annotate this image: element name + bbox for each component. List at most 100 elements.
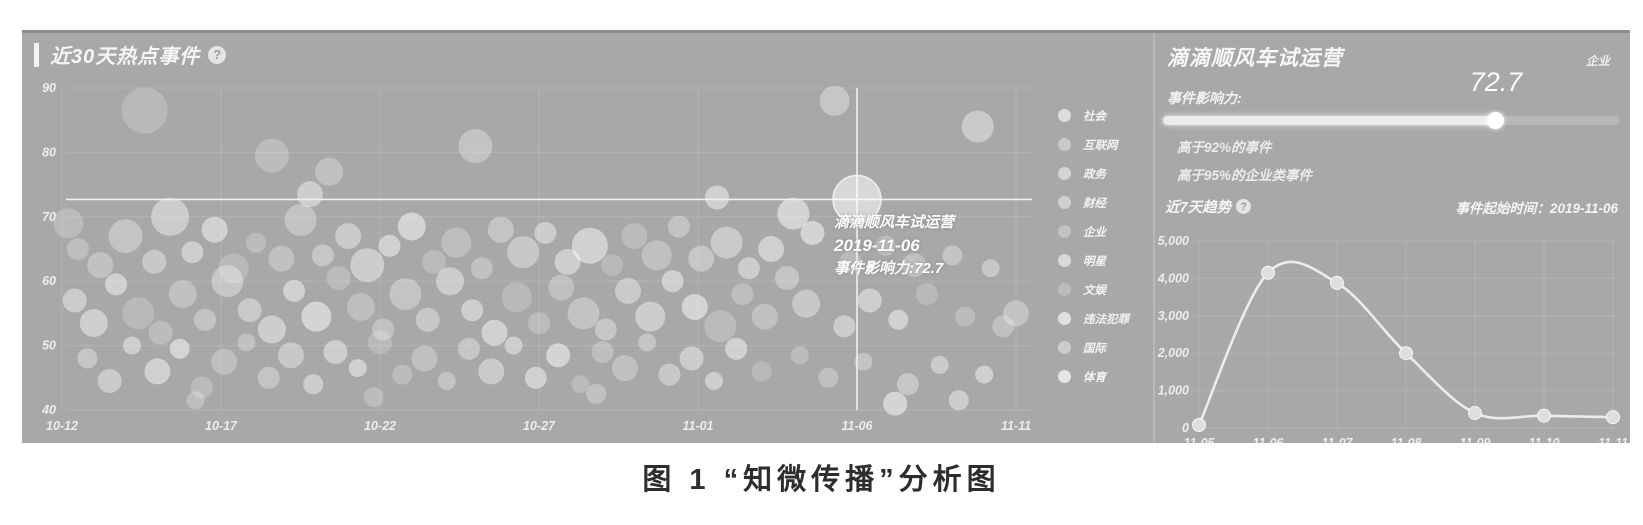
- event-bubble[interactable]: [658, 363, 681, 386]
- legend-item-3[interactable]: 财经: [1058, 188, 1129, 217]
- event-bubble[interactable]: [800, 220, 825, 245]
- event-bubble[interactable]: [181, 241, 204, 264]
- event-bubble[interactable]: [758, 236, 785, 262]
- event-bubble[interactable]: [123, 336, 141, 355]
- event-bubble[interactable]: [567, 297, 600, 330]
- event-bubble[interactable]: [571, 375, 590, 394]
- event-bubble[interactable]: [930, 355, 949, 374]
- trend-point[interactable]: [1330, 275, 1344, 290]
- event-bubble[interactable]: [218, 253, 249, 284]
- event-bubble[interactable]: [704, 310, 737, 343]
- event-bubble[interactable]: [775, 266, 799, 290]
- legend-item-2[interactable]: 政务: [1058, 159, 1129, 188]
- event-bubble[interactable]: [679, 346, 704, 371]
- event-bubble[interactable]: [896, 373, 919, 396]
- event-bubble[interactable]: [731, 283, 754, 306]
- event-bubble[interactable]: [368, 330, 392, 355]
- event-bubble[interactable]: [436, 267, 464, 296]
- event-bubble[interactable]: [77, 348, 98, 369]
- event-bubble[interactable]: [284, 204, 317, 236]
- event-bubble[interactable]: [108, 219, 143, 254]
- event-bubble[interactable]: [981, 259, 1000, 278]
- event-bubble[interactable]: [211, 265, 244, 298]
- event-bubble[interactable]: [105, 273, 128, 296]
- event-bubble[interactable]: [681, 294, 708, 320]
- event-bubble[interactable]: [975, 365, 994, 384]
- event-bubble[interactable]: [437, 372, 456, 390]
- event-bubble[interactable]: [335, 223, 362, 250]
- event-bubble[interactable]: [790, 346, 809, 365]
- event-bubble[interactable]: [297, 181, 323, 208]
- event-bubble[interactable]: [461, 299, 484, 322]
- event-bubble[interactable]: [441, 227, 472, 258]
- event-bubble[interactable]: [504, 336, 523, 355]
- legend-item-7[interactable]: 违法犯罪: [1058, 304, 1129, 333]
- event-bubble[interactable]: [411, 345, 438, 372]
- event-bubble[interactable]: [392, 364, 413, 385]
- trend-help-icon[interactable]: ?: [1236, 199, 1252, 214]
- event-bubble[interactable]: [777, 197, 810, 230]
- event-bubble[interactable]: [818, 367, 839, 388]
- event-bubble[interactable]: [554, 248, 581, 275]
- event-bubble[interactable]: [737, 257, 760, 280]
- event-bubble[interactable]: [186, 391, 205, 410]
- trend-point[interactable]: [1537, 408, 1551, 423]
- event-bubble[interactable]: [315, 157, 344, 186]
- event-bubble[interactable]: [819, 85, 850, 116]
- event-bubble[interactable]: [346, 293, 375, 321]
- event-bubble[interactable]: [415, 307, 440, 332]
- event-bubble[interactable]: [534, 221, 557, 244]
- event-bubble[interactable]: [546, 343, 571, 368]
- event-bubble[interactable]: [955, 306, 976, 327]
- legend-item-0[interactable]: 社会: [1058, 101, 1129, 130]
- event-bubble[interactable]: [311, 244, 334, 267]
- event-bubble[interactable]: [591, 341, 614, 363]
- legend-item-5[interactable]: 明星: [1058, 246, 1129, 275]
- event-bubble[interactable]: [571, 227, 608, 264]
- event-bubble[interactable]: [458, 337, 480, 360]
- event-bubble[interactable]: [615, 277, 641, 304]
- trend-point[interactable]: [1192, 418, 1206, 433]
- legend-item-4[interactable]: 企业: [1058, 217, 1129, 246]
- event-bubble[interactable]: [548, 274, 575, 301]
- legend-item-8[interactable]: 国际: [1058, 333, 1129, 362]
- event-bubble[interactable]: [792, 289, 821, 318]
- event-bubble[interactable]: [635, 301, 666, 332]
- trend-point[interactable]: [1399, 346, 1413, 361]
- event-bubble[interactable]: [611, 355, 638, 382]
- event-bubble[interactable]: [992, 315, 1015, 338]
- event-bubble[interactable]: [458, 129, 493, 163]
- event-bubble[interactable]: [487, 216, 514, 243]
- event-bubble[interactable]: [507, 236, 540, 269]
- event-bubble[interactable]: [121, 87, 168, 134]
- selected-event-bubble[interactable]: [832, 174, 882, 225]
- event-bubble[interactable]: [79, 309, 108, 338]
- event-bubble[interactable]: [211, 348, 238, 375]
- event-bubble[interactable]: [422, 249, 447, 274]
- event-bubble[interactable]: [348, 359, 367, 378]
- event-bubble[interactable]: [62, 288, 87, 313]
- event-bubble[interactable]: [854, 352, 873, 371]
- event-bubble[interactable]: [948, 390, 969, 411]
- trend-point[interactable]: [1468, 406, 1482, 421]
- event-bubble[interactable]: [888, 309, 909, 330]
- event-bubble[interactable]: [151, 197, 190, 236]
- event-bubble[interactable]: [148, 320, 173, 345]
- event-bubble[interactable]: [326, 266, 351, 290]
- event-bubble[interactable]: [350, 248, 385, 283]
- event-bubble[interactable]: [481, 319, 508, 346]
- event-bubble[interactable]: [168, 280, 197, 309]
- event-bubble[interactable]: [902, 253, 927, 278]
- event-bubble[interactable]: [688, 245, 715, 272]
- influence-slider[interactable]: [1163, 112, 1620, 129]
- event-bubble[interactable]: [586, 383, 607, 404]
- event-bubble[interactable]: [875, 235, 896, 256]
- event-bubble[interactable]: [916, 283, 938, 306]
- event-bubble[interactable]: [397, 212, 426, 241]
- legend-item-1[interactable]: 互联网: [1058, 130, 1129, 159]
- event-bubble[interactable]: [372, 318, 395, 341]
- event-bubble[interactable]: [621, 223, 648, 250]
- event-bubble[interactable]: [389, 278, 422, 311]
- event-bubble[interactable]: [961, 110, 994, 143]
- event-bubble[interactable]: [194, 308, 217, 331]
